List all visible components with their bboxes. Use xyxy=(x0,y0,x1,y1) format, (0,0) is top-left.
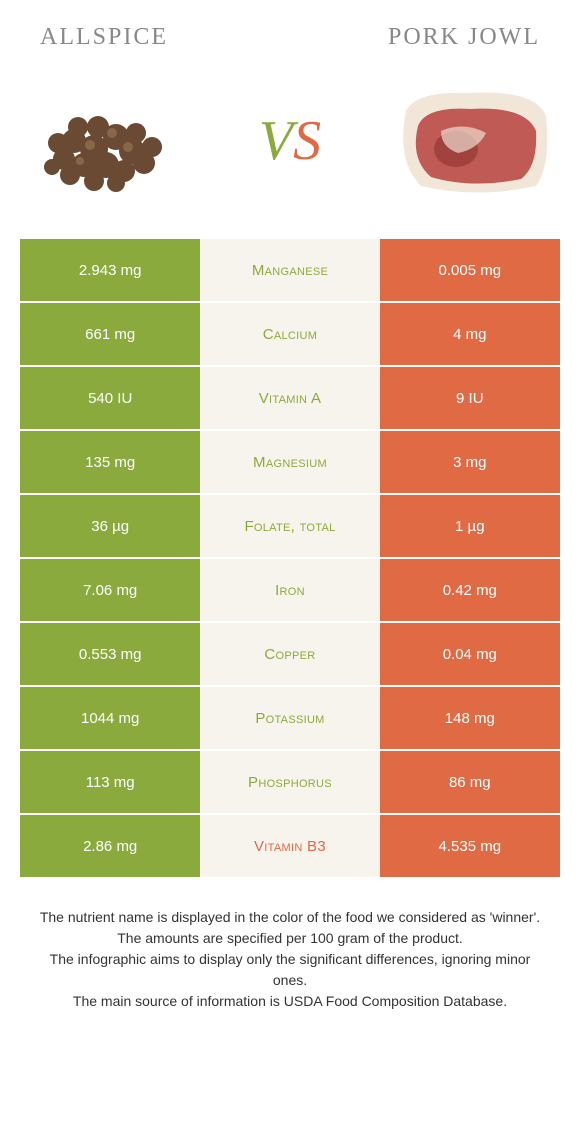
left-value: 113 mg xyxy=(20,751,200,813)
left-value: 2.943 mg xyxy=(20,239,200,301)
right-value: 86 mg xyxy=(380,751,560,813)
nutrient-row: 135 mgMagnesium3 mg xyxy=(20,431,560,495)
nutrient-label: Potassium xyxy=(200,687,379,749)
vs-v: V xyxy=(259,110,293,172)
nutrient-row: 2.943 mgManganese0.005 mg xyxy=(20,239,560,303)
nutrient-label: Phosphorus xyxy=(200,751,379,813)
footnotes: The nutrient name is displayed in the co… xyxy=(0,879,580,1012)
footnote-line: The nutrient name is displayed in the co… xyxy=(32,907,548,928)
nutrient-row: 0.553 mgCopper0.04 mg xyxy=(20,623,560,687)
left-value: 1044 mg xyxy=(20,687,200,749)
right-value: 1 µg xyxy=(380,495,560,557)
nutrient-label: Magnesium xyxy=(200,431,379,493)
vs-s: S xyxy=(293,110,321,172)
nutrient-label: Iron xyxy=(200,559,379,621)
right-value: 0.005 mg xyxy=(380,239,560,301)
nutrient-row: 113 mgPhosphorus86 mg xyxy=(20,751,560,815)
right-food-title: Pork jowl xyxy=(388,24,540,51)
nutrient-row: 661 mgCalcium4 mg xyxy=(20,303,560,367)
left-value: 0.553 mg xyxy=(20,623,200,685)
nutrient-row: 36 µgFolate, total1 µg xyxy=(20,495,560,559)
nutrient-label: Vitamin A xyxy=(200,367,379,429)
right-value: 148 mg xyxy=(380,687,560,749)
nutrient-row: 1044 mgPotassium148 mg xyxy=(20,687,560,751)
right-value: 0.42 mg xyxy=(380,559,560,621)
nutrient-label: Vitamin B3 xyxy=(200,815,379,877)
header: Allspice Pork jowl xyxy=(0,0,580,59)
footnote-line: The infographic aims to display only the… xyxy=(32,949,548,991)
pork-jowl-image xyxy=(386,71,556,211)
images-row: VS xyxy=(0,59,580,239)
left-value: 540 IU xyxy=(20,367,200,429)
right-value: 4.535 mg xyxy=(380,815,560,877)
nutrient-row: 2.86 mgVitamin B34.535 mg xyxy=(20,815,560,879)
left-food-title: Allspice xyxy=(40,24,168,51)
nutrient-row: 7.06 mgIron0.42 mg xyxy=(20,559,560,623)
nutrient-label: Copper xyxy=(200,623,379,685)
vs-label: VS xyxy=(259,113,321,169)
allspice-image xyxy=(24,71,194,211)
footnote-line: The amounts are specified per 100 gram o… xyxy=(32,928,548,949)
left-value: 2.86 mg xyxy=(20,815,200,877)
allspice-icon xyxy=(24,71,194,211)
pork-jowl-icon xyxy=(386,71,556,211)
nutrient-row: 540 IUVitamin A9 IU xyxy=(20,367,560,431)
right-value: 3 mg xyxy=(380,431,560,493)
nutrient-label: Manganese xyxy=(200,239,379,301)
right-value: 0.04 mg xyxy=(380,623,560,685)
left-value: 36 µg xyxy=(20,495,200,557)
right-value: 4 mg xyxy=(380,303,560,365)
nutrient-label: Calcium xyxy=(200,303,379,365)
comparison-table: 2.943 mgManganese0.005 mg661 mgCalcium4 … xyxy=(0,239,580,879)
footnote-line: The main source of information is USDA F… xyxy=(32,991,548,1012)
left-value: 135 mg xyxy=(20,431,200,493)
left-value: 661 mg xyxy=(20,303,200,365)
nutrient-label: Folate, total xyxy=(200,495,379,557)
left-value: 7.06 mg xyxy=(20,559,200,621)
right-value: 9 IU xyxy=(380,367,560,429)
